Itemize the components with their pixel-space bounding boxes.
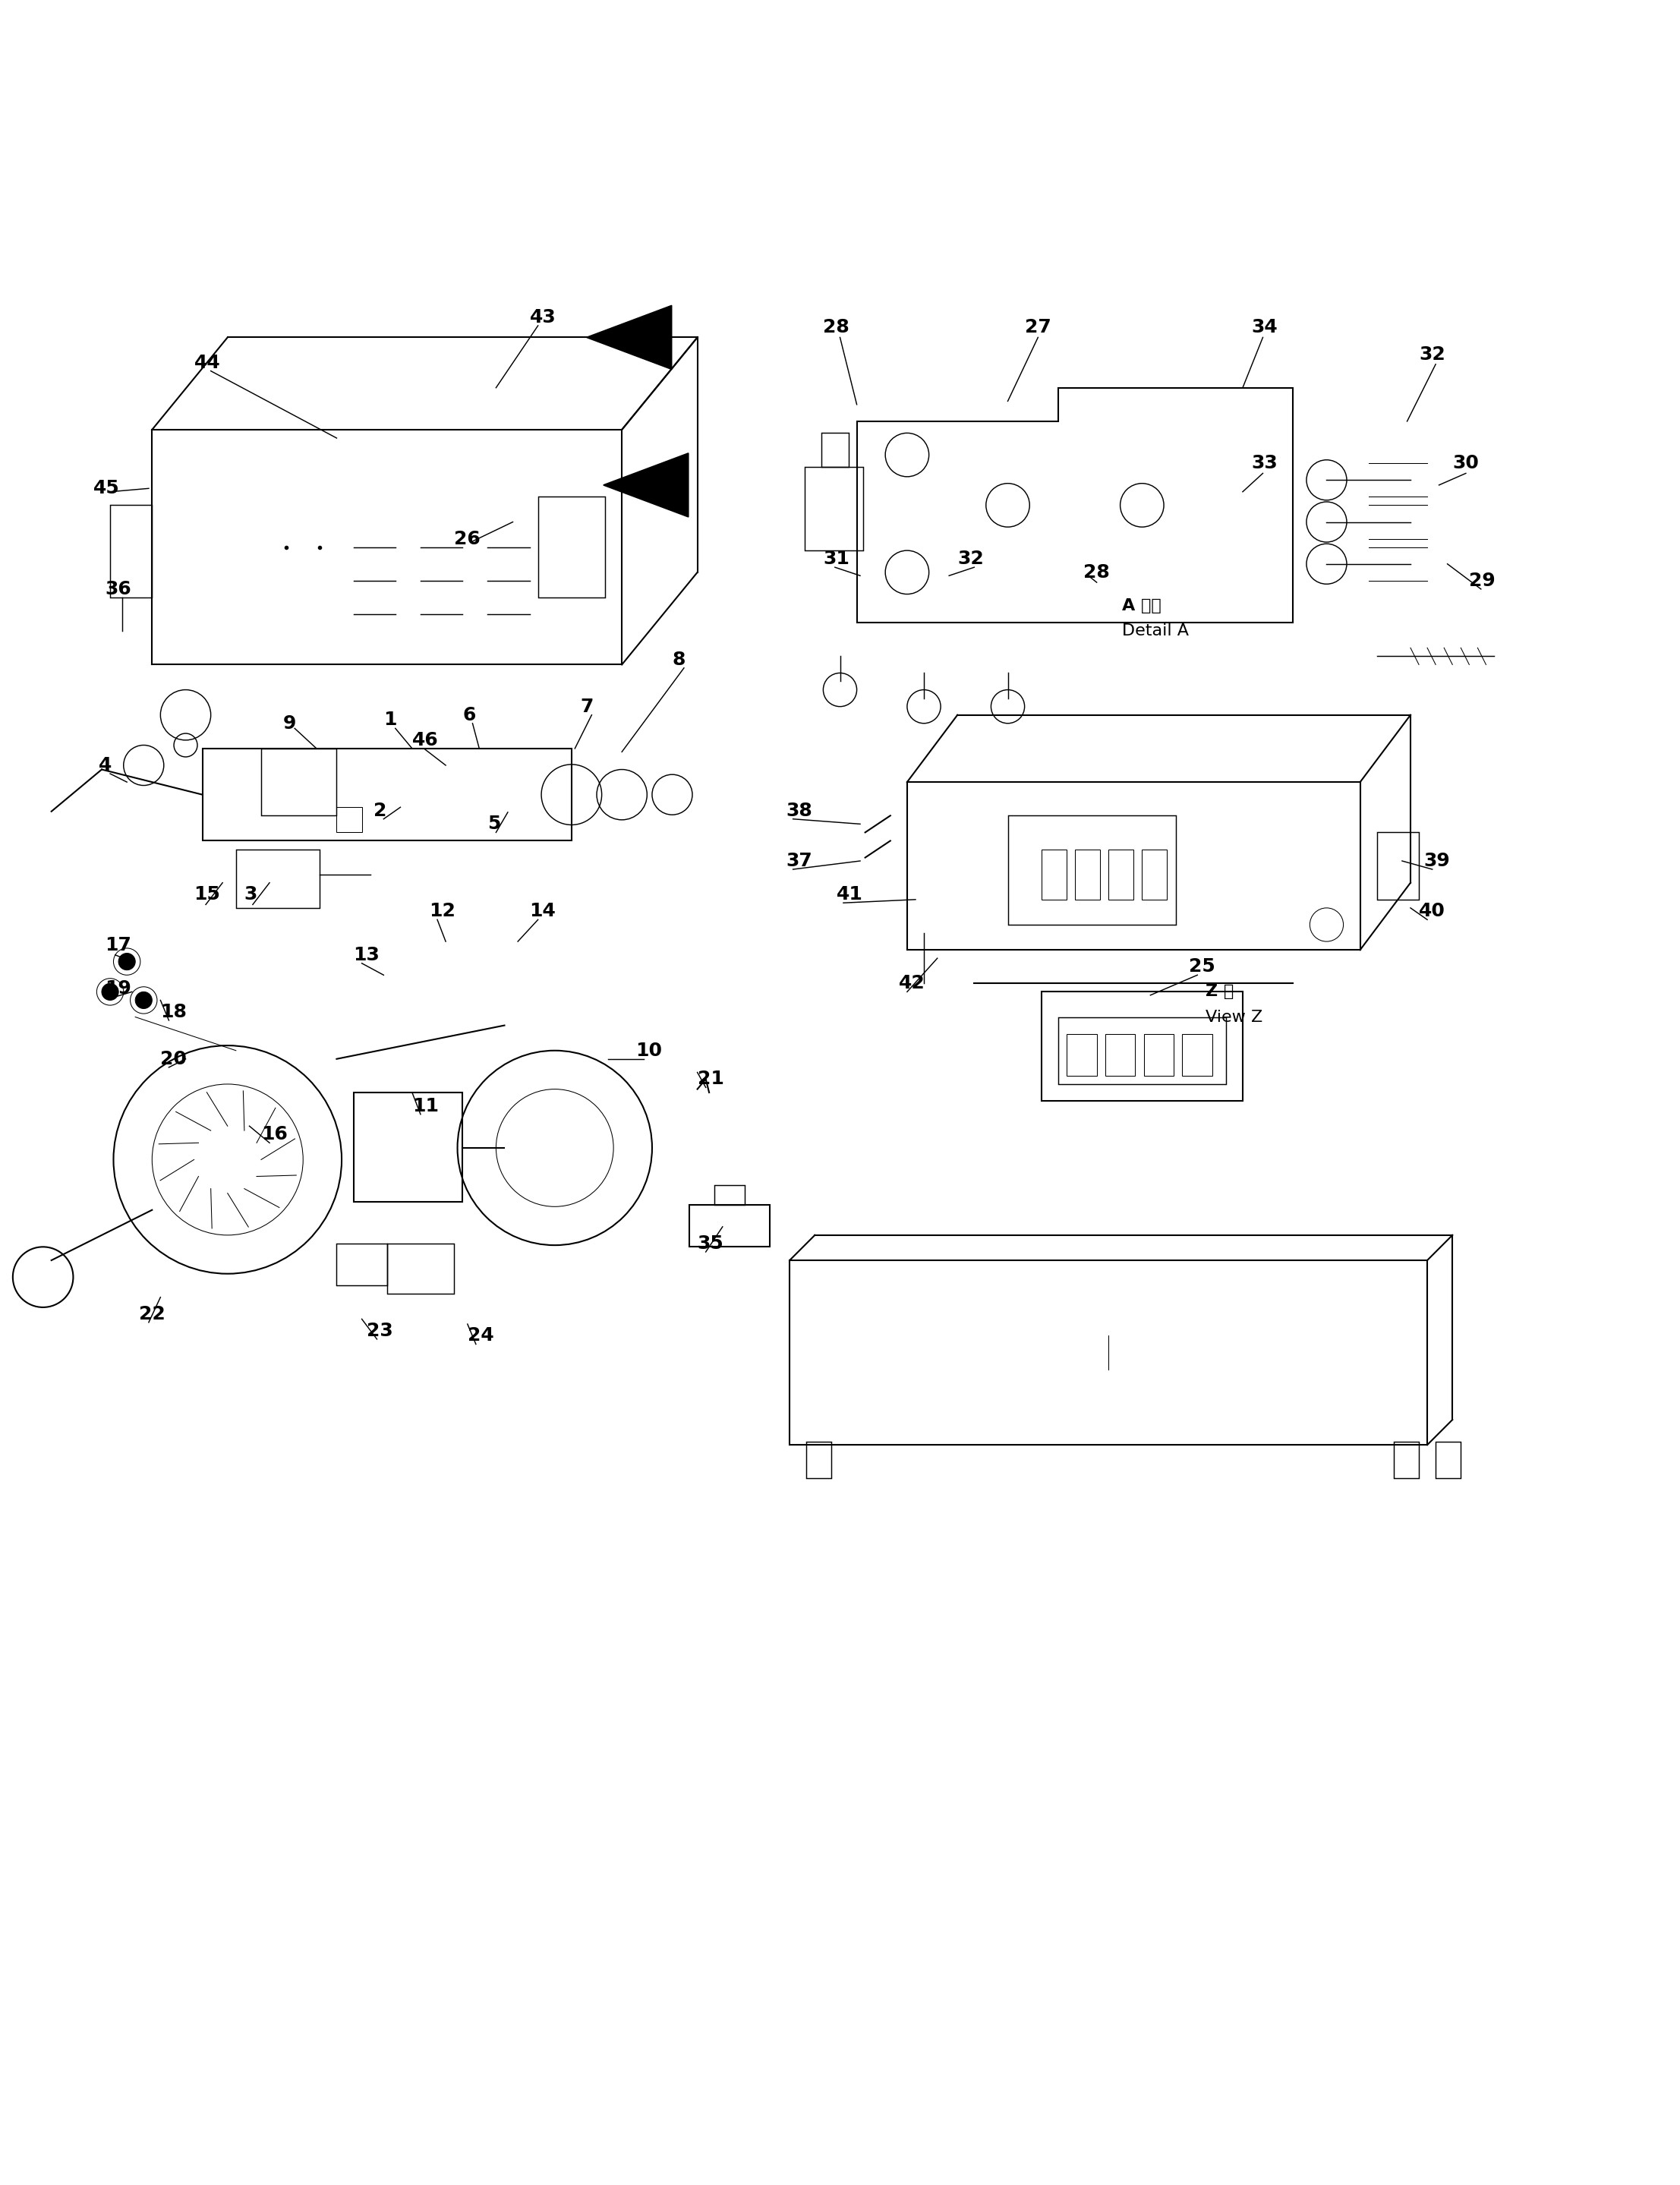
Bar xyxy=(538,496,605,597)
Text: 19: 19 xyxy=(106,979,131,999)
Bar xyxy=(790,1261,1428,1444)
Text: 43: 43 xyxy=(529,308,556,326)
Text: 42: 42 xyxy=(899,975,926,992)
Text: 36: 36 xyxy=(106,579,131,599)
Text: 18: 18 xyxy=(161,1003,186,1020)
Text: Z: Z xyxy=(638,319,655,341)
Text: 33: 33 xyxy=(1252,454,1277,472)
Text: Detail A: Detail A xyxy=(1122,623,1189,638)
Text: 39: 39 xyxy=(1425,852,1450,870)
Bar xyxy=(822,433,848,468)
Text: 24: 24 xyxy=(467,1326,494,1346)
Bar xyxy=(1008,815,1176,924)
Bar xyxy=(1142,850,1168,900)
Bar xyxy=(1109,850,1134,900)
Bar xyxy=(386,1243,454,1294)
Text: 6: 6 xyxy=(462,706,475,723)
Text: 35: 35 xyxy=(697,1235,724,1252)
Bar xyxy=(202,749,571,841)
Bar xyxy=(1144,1034,1174,1075)
Text: 5: 5 xyxy=(487,815,501,832)
Text: 14: 14 xyxy=(529,902,556,920)
Circle shape xyxy=(102,983,119,1001)
Text: View Z: View Z xyxy=(1206,1009,1263,1025)
Text: 31: 31 xyxy=(823,551,850,568)
Circle shape xyxy=(136,992,153,1009)
Text: 41: 41 xyxy=(837,885,864,905)
Text: 17: 17 xyxy=(106,935,131,955)
Text: 2: 2 xyxy=(373,802,386,819)
Bar xyxy=(1394,1442,1420,1479)
Text: 8: 8 xyxy=(672,651,685,669)
Text: 37: 37 xyxy=(786,852,813,870)
Circle shape xyxy=(119,953,136,970)
Text: 3: 3 xyxy=(244,885,257,905)
Bar xyxy=(260,749,336,815)
Text: 25: 25 xyxy=(1189,957,1215,977)
Text: 20: 20 xyxy=(161,1049,186,1068)
Text: 10: 10 xyxy=(635,1042,662,1060)
Text: 26: 26 xyxy=(454,529,480,548)
Text: 28: 28 xyxy=(1084,564,1110,581)
Text: 30: 30 xyxy=(1453,454,1478,472)
Bar xyxy=(111,505,153,597)
Bar xyxy=(336,806,361,832)
Bar xyxy=(1075,850,1100,900)
Text: 27: 27 xyxy=(1025,319,1052,336)
Bar xyxy=(1042,992,1243,1101)
Text: 7: 7 xyxy=(580,697,593,717)
Text: A: A xyxy=(638,474,655,496)
Bar xyxy=(806,1442,832,1479)
Text: 28: 28 xyxy=(823,319,850,336)
Text: 13: 13 xyxy=(353,946,380,964)
Text: 4: 4 xyxy=(99,756,111,773)
Text: 22: 22 xyxy=(139,1304,165,1324)
Text: 46: 46 xyxy=(412,732,438,749)
Text: 38: 38 xyxy=(786,802,813,819)
Text: 12: 12 xyxy=(428,902,455,920)
Bar xyxy=(1436,1442,1462,1479)
Text: 9: 9 xyxy=(282,714,296,732)
Text: 16: 16 xyxy=(260,1125,287,1143)
Text: 1: 1 xyxy=(383,710,396,730)
Text: A 詳細: A 詳細 xyxy=(1122,599,1161,614)
Bar xyxy=(805,468,864,551)
Bar xyxy=(1183,1034,1213,1075)
Bar xyxy=(336,1243,386,1285)
Text: 34: 34 xyxy=(1252,319,1277,336)
Bar xyxy=(1105,1034,1136,1075)
Text: 29: 29 xyxy=(1470,572,1495,590)
Bar xyxy=(714,1184,744,1204)
Text: 32: 32 xyxy=(958,551,984,568)
Bar xyxy=(1378,832,1420,900)
Bar xyxy=(1067,1034,1097,1075)
Text: Z 視: Z 視 xyxy=(1206,983,1235,999)
Text: 45: 45 xyxy=(94,479,119,498)
Bar xyxy=(353,1092,462,1202)
Text: 44: 44 xyxy=(193,354,220,371)
Text: 40: 40 xyxy=(1420,902,1445,920)
Bar xyxy=(235,850,319,909)
Text: 15: 15 xyxy=(193,885,220,905)
Bar xyxy=(1042,850,1067,900)
Bar xyxy=(689,1204,769,1248)
Bar xyxy=(1058,1016,1226,1084)
Text: 21: 21 xyxy=(697,1071,724,1088)
Text: 23: 23 xyxy=(366,1322,393,1339)
Text: 32: 32 xyxy=(1420,345,1445,363)
Text: 11: 11 xyxy=(412,1097,438,1114)
